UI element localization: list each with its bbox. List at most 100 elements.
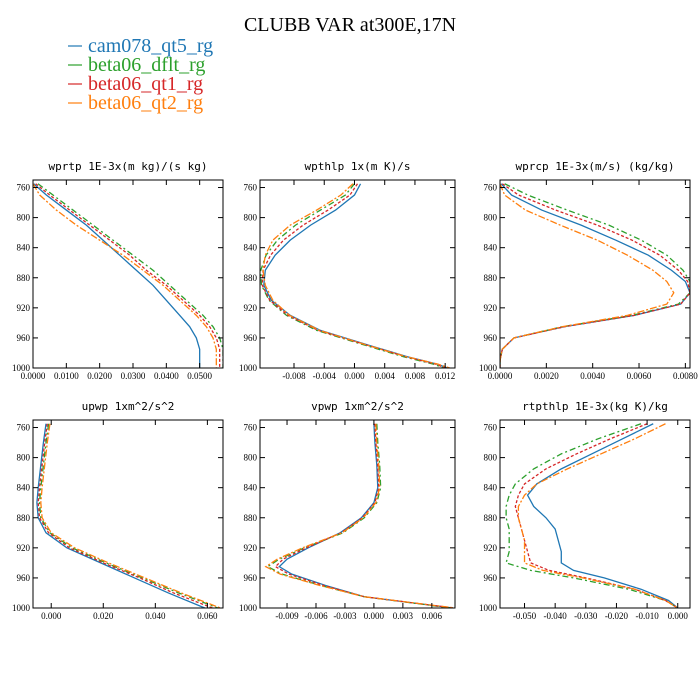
x-tick-label: 0.0000 [488, 371, 513, 381]
x-tick-label: -0.020 [605, 611, 629, 621]
y-tick-label: 840 [244, 243, 258, 253]
y-tick-label: 960 [484, 573, 498, 583]
x-tick-label: 0.0060 [627, 371, 652, 381]
x-tick-label: -0.004 [313, 371, 337, 381]
panel-title: vpwp 1xm^2/s^2 [311, 400, 404, 413]
y-tick-label: 960 [244, 573, 258, 583]
y-tick-label: 880 [244, 513, 258, 523]
series-line [33, 183, 217, 368]
y-tick-label: 1000 [12, 363, 31, 373]
series-line [35, 183, 221, 368]
legend: cam078_qt5_rgbeta06_dflt_rgbeta06_qt1_rg… [68, 35, 213, 114]
series-line [264, 423, 455, 608]
x-tick-label: 0.000 [364, 611, 385, 621]
y-tick-label: 760 [244, 423, 258, 433]
series-line [40, 423, 221, 608]
chart-panel: wprtp 1E-3x(m kg)/(s kg) 760 800 840 880 920 9… [12, 160, 224, 381]
series-line [37, 183, 223, 368]
y-tick-label: 960 [484, 333, 498, 343]
series-line [38, 423, 219, 608]
x-tick-label: 0.006 [422, 611, 443, 621]
x-tick-label: 0.008 [405, 371, 426, 381]
series-group [33, 183, 223, 368]
x-tick-label: 0.0500 [187, 371, 212, 381]
y-tick-label: 920 [484, 543, 498, 553]
series-line [500, 183, 675, 368]
y-tick-label: 920 [484, 303, 498, 313]
y-tick-label: 840 [484, 483, 498, 493]
series-group [505, 423, 679, 608]
y-tick-label: 880 [17, 513, 31, 523]
x-tick-label: 0.0000 [21, 371, 46, 381]
chart-panel: rtpthlp 1E-3x(kg K)/kg 760 800 840 880 920 960… [479, 400, 691, 621]
y-tick-label: 880 [17, 273, 31, 283]
x-tick-label: 0.0040 [580, 371, 605, 381]
x-tick-label: 0.040 [145, 611, 166, 621]
series-group [260, 183, 450, 368]
y-tick-label: 760 [17, 423, 31, 433]
series-line [33, 183, 201, 368]
x-tick-label: -0.003 [333, 611, 357, 621]
y-tick-label: 840 [484, 243, 498, 253]
x-tick-label: 0.000 [344, 371, 365, 381]
x-tick-label: -0.008 [282, 371, 306, 381]
x-tick-label: 0.0020 [534, 371, 559, 381]
series-line [500, 183, 690, 368]
legend-entry: beta06_qt2_rg [88, 92, 203, 114]
y-tick-label: 1000 [479, 603, 498, 613]
y-tick-label: 800 [244, 213, 258, 223]
x-tick-label: 0.0100 [54, 371, 79, 381]
x-tick-label: -0.009 [275, 611, 299, 621]
x-tick-label: -0.010 [635, 611, 659, 621]
x-tick-label: -0.050 [513, 611, 537, 621]
series-line [36, 423, 206, 608]
series-line [526, 423, 679, 608]
x-tick-label: 0.012 [435, 371, 455, 381]
x-tick-label: 0.020 [93, 611, 114, 621]
series-line [517, 423, 679, 608]
x-tick-label: 0.0200 [87, 371, 112, 381]
y-tick-label: 760 [484, 183, 498, 193]
chart-panel: wpthlp 1x(m K)/s 760 800 840 880 920 960 1000 -0… [239, 160, 456, 381]
chart-panel: wprcp 1E-3x(m/s) (kg/kg) 760 800 840 880 920 9… [479, 160, 698, 381]
series-line [274, 423, 455, 608]
series-line [263, 183, 448, 368]
y-tick-label: 920 [244, 303, 258, 313]
y-tick-label: 760 [484, 423, 498, 433]
x-tick-label: 0.003 [393, 611, 414, 621]
x-tick-label: -0.006 [304, 611, 328, 621]
y-tick-label: 1000 [239, 603, 258, 613]
y-tick-label: 840 [244, 483, 258, 493]
x-tick-label: 0.004 [375, 371, 396, 381]
y-tick-label: 800 [244, 453, 258, 463]
y-tick-label: 880 [484, 273, 498, 283]
y-tick-label: 800 [484, 453, 498, 463]
legend-entry: beta06_qt1_rg [88, 73, 203, 95]
legend-entry: cam078_qt5_rg [88, 35, 213, 57]
series-group [500, 183, 690, 368]
plot-frame [259, 419, 456, 609]
y-tick-label: 1000 [239, 363, 258, 373]
panel-title: wpthlp 1x(m K)/s [305, 160, 411, 173]
panel-title: rtpthlp 1E-3x(kg K)/kg [522, 400, 668, 413]
y-tick-label: 920 [244, 543, 258, 553]
panel-title: upwp 1xm^2/s^2 [82, 400, 175, 413]
panel-title: wprcp 1E-3x(m/s) (kg/kg) [516, 160, 675, 173]
y-tick-label: 840 [17, 243, 31, 253]
x-tick-label: 0.0400 [154, 371, 179, 381]
y-tick-label: 800 [17, 453, 31, 463]
series-line [266, 423, 452, 608]
y-tick-label: 1000 [12, 603, 31, 613]
x-tick-label: 0.0300 [121, 371, 146, 381]
y-tick-label: 960 [17, 573, 31, 583]
y-tick-label: 840 [17, 483, 31, 493]
x-tick-label: 0.060 [197, 611, 218, 621]
chart-panel: upwp 1xm^2/s^2 760 800 840 880 920 960 1000 0.00… [12, 400, 224, 621]
panel-title: wprtp 1E-3x(m kg)/(s kg) [49, 160, 208, 173]
legend-entry: beta06_dflt_rg [88, 54, 205, 76]
series-line [262, 183, 450, 368]
plot-frame [259, 179, 456, 369]
y-tick-label: 920 [17, 303, 31, 313]
series-group [36, 423, 221, 608]
